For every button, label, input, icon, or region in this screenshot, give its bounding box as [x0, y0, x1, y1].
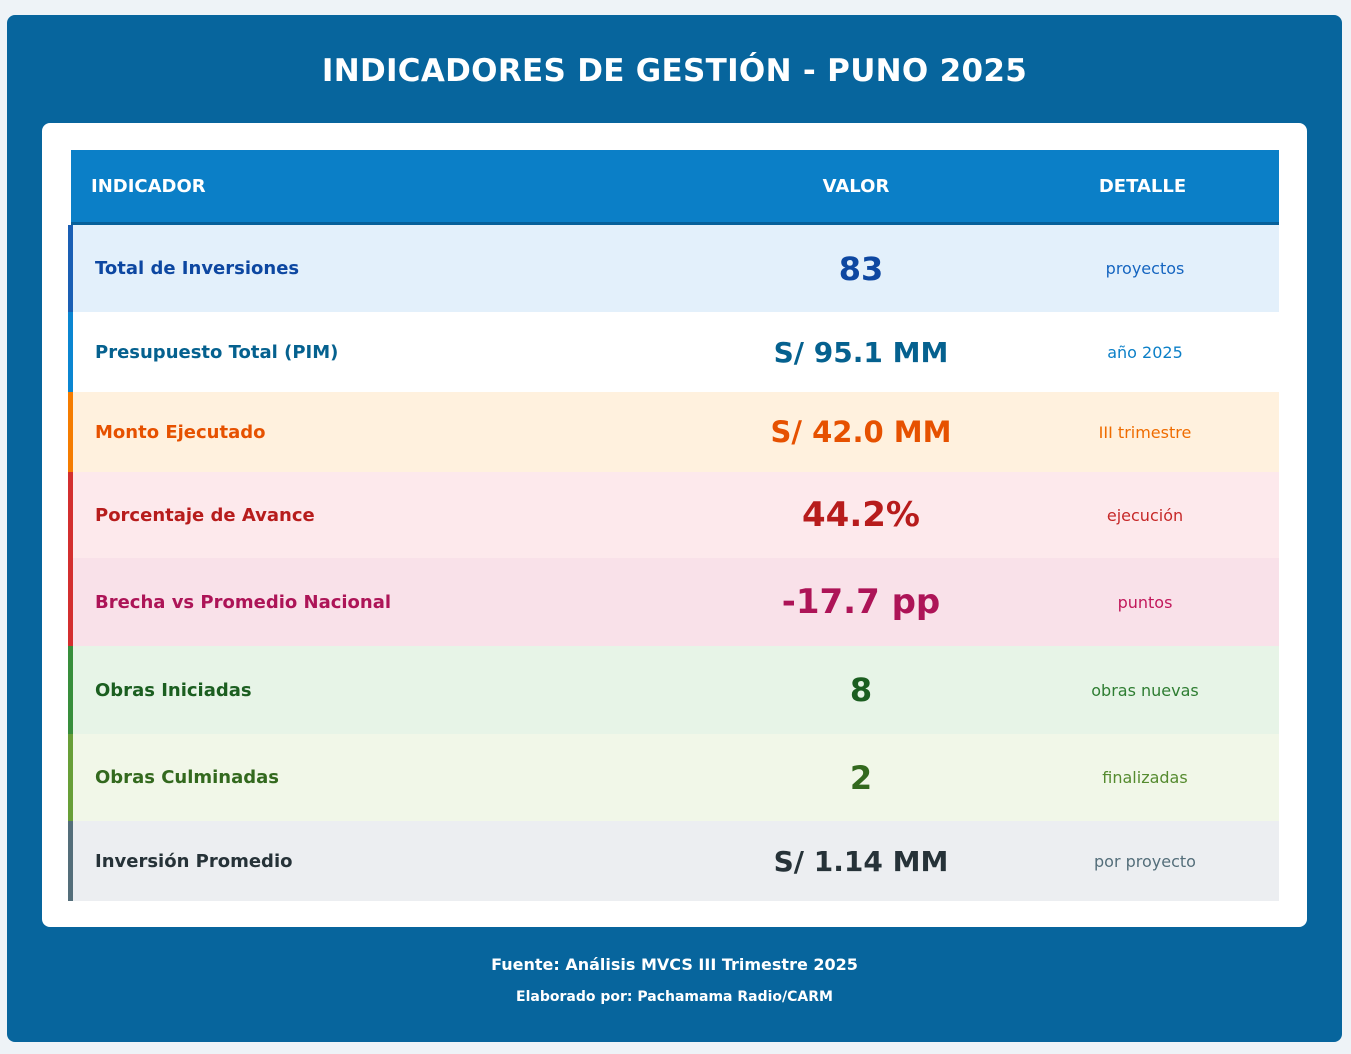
table-row: Total de Inversiones 83 proyectos	[68, 225, 1279, 312]
indicator-value: 2	[849, 758, 873, 797]
indicator-detail: por proyecto	[1094, 851, 1196, 871]
indicator-label: Presupuesto Total (PIM)	[95, 341, 339, 363]
indicator-label: Inversión Promedio	[95, 850, 293, 872]
table-row: Obras Iniciadas 8 obras nuevas	[68, 646, 1279, 734]
indicator-detail: finalizadas	[1102, 768, 1188, 787]
indicator-label: Total de Inversiones	[95, 258, 300, 279]
indicator-label: Obras Iniciadas	[95, 679, 252, 701]
indicator-value: -17.7 pp	[781, 582, 941, 622]
table-row: Presupuesto Total (PIM) S/ 95.1 MM año 2…	[68, 312, 1279, 392]
indicators-table: INDICADOR VALOR DETALLE Total de Inversi…	[68, 150, 1279, 901]
header-indicador: INDICADOR	[91, 175, 206, 197]
table-row: Obras Culminadas 2 finalizadas	[68, 734, 1279, 821]
source-note: Fuente: Análisis MVCS III Trimestre 2025	[491, 955, 858, 974]
indicator-value: 8	[849, 671, 873, 709]
indicator-label: Monto Ejecutado	[95, 421, 266, 443]
indicator-detail: proyectos	[1105, 259, 1185, 278]
header-valor: VALOR	[822, 175, 890, 197]
table-row: Monto Ejecutado S/ 42.0 MM III trimestre	[68, 392, 1279, 472]
indicator-label: Porcentaje de Avance	[95, 504, 315, 526]
table-header: INDICADOR VALOR DETALLE	[71, 150, 1279, 225]
header-detalle: DETALLE	[1098, 175, 1187, 197]
indicator-detail: ejecución	[1106, 505, 1184, 525]
indicator-detail: III trimestre	[1098, 422, 1192, 442]
dashboard-panel: INDICADORES DE GESTIÓN - PUNO 2025 INDIC…	[7, 15, 1342, 1042]
author-note: Elaborado por: Pachamama Radio/CARM	[516, 989, 833, 1005]
indicator-detail: obras nuevas	[1091, 680, 1199, 700]
indicator-detail: año 2025	[1107, 342, 1183, 362]
indicator-value: S/ 1.14 MM	[773, 844, 949, 878]
indicator-label: Obras Culminadas	[95, 767, 280, 788]
indicator-value: 83	[838, 249, 884, 288]
indicator-label: Brecha vs Promedio Nacional	[95, 591, 392, 613]
table-row: Inversión Promedio S/ 1.14 MM por proyec…	[68, 821, 1279, 901]
table-row: Brecha vs Promedio Nacional -17.7 pp pun…	[68, 558, 1279, 646]
indicators-card: INDICADOR VALOR DETALLE Total de Inversi…	[42, 123, 1307, 927]
page-title: INDICADORES DE GESTIÓN - PUNO 2025	[321, 53, 1028, 89]
indicator-value: S/ 42.0 MM	[770, 415, 952, 449]
indicator-detail: puntos	[1117, 592, 1173, 612]
indicator-value: 44.2%	[802, 495, 920, 535]
table-row: Porcentaje de Avance 44.2% ejecución	[68, 472, 1279, 558]
indicator-value: S/ 95.1 MM	[773, 335, 949, 369]
